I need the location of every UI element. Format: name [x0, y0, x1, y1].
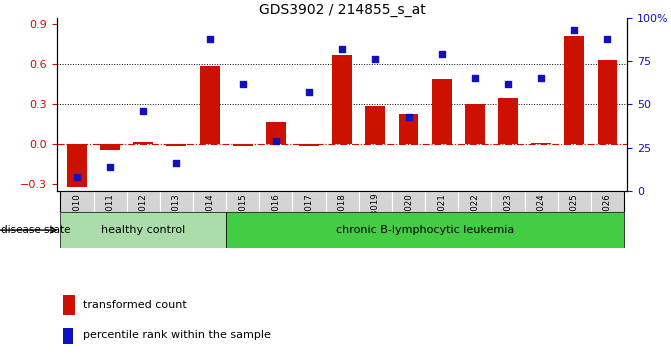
Bar: [332, 55, 352, 144]
Text: GSM658020: GSM658020: [404, 193, 413, 246]
Point: [304, 90, 315, 95]
Bar: [200, 66, 219, 144]
FancyBboxPatch shape: [558, 191, 591, 212]
Bar: [465, 104, 484, 144]
Bar: [498, 98, 518, 144]
Bar: [134, 142, 153, 144]
Bar: [299, 144, 319, 146]
Text: GSM658016: GSM658016: [271, 193, 280, 246]
Text: GSM658013: GSM658013: [172, 193, 181, 246]
Point: [270, 138, 281, 144]
Text: GSM658021: GSM658021: [437, 193, 446, 246]
Text: GSM658025: GSM658025: [570, 193, 579, 246]
Text: GSM658015: GSM658015: [238, 193, 247, 246]
FancyBboxPatch shape: [425, 191, 458, 212]
FancyBboxPatch shape: [293, 191, 325, 212]
FancyBboxPatch shape: [60, 212, 226, 248]
Bar: [366, 106, 385, 144]
Point: [569, 27, 580, 33]
Bar: [399, 114, 419, 144]
FancyBboxPatch shape: [359, 191, 392, 212]
Text: GSM658024: GSM658024: [537, 193, 546, 246]
Bar: [266, 122, 286, 144]
Text: GSM658019: GSM658019: [371, 193, 380, 245]
Bar: [63, 328, 73, 344]
Point: [105, 164, 115, 170]
Title: GDS3902 / 214855_s_at: GDS3902 / 214855_s_at: [259, 3, 425, 17]
Point: [536, 76, 547, 81]
Bar: [431, 79, 452, 144]
FancyBboxPatch shape: [160, 191, 193, 212]
Text: GSM658014: GSM658014: [205, 193, 214, 246]
Text: chronic B-lymphocytic leukemia: chronic B-lymphocytic leukemia: [336, 225, 514, 235]
Point: [337, 46, 348, 52]
Point: [403, 114, 414, 119]
Point: [238, 81, 248, 86]
Bar: [233, 144, 253, 146]
FancyBboxPatch shape: [259, 191, 293, 212]
Bar: [166, 144, 187, 146]
Point: [204, 36, 215, 41]
Text: GSM658023: GSM658023: [503, 193, 513, 246]
FancyBboxPatch shape: [193, 191, 226, 212]
Text: GSM658018: GSM658018: [338, 193, 347, 246]
Text: percentile rank within the sample: percentile rank within the sample: [83, 330, 270, 339]
Text: GSM658017: GSM658017: [305, 193, 313, 246]
Point: [171, 161, 182, 166]
Bar: [63, 295, 75, 315]
FancyBboxPatch shape: [392, 191, 425, 212]
Bar: [67, 144, 87, 187]
Bar: [100, 144, 120, 150]
Text: disease state: disease state: [1, 225, 70, 235]
FancyBboxPatch shape: [591, 191, 624, 212]
Bar: [564, 36, 584, 144]
FancyBboxPatch shape: [127, 191, 160, 212]
Text: GSM658010: GSM658010: [72, 193, 81, 246]
FancyBboxPatch shape: [93, 191, 127, 212]
Point: [503, 81, 513, 86]
Text: GSM658011: GSM658011: [105, 193, 115, 246]
Point: [138, 109, 148, 114]
Bar: [531, 143, 551, 144]
Point: [72, 175, 83, 180]
FancyBboxPatch shape: [525, 191, 558, 212]
Text: GSM658012: GSM658012: [139, 193, 148, 246]
Point: [470, 76, 480, 81]
Point: [370, 57, 380, 62]
FancyBboxPatch shape: [226, 191, 259, 212]
FancyBboxPatch shape: [491, 191, 525, 212]
Text: healthy control: healthy control: [101, 225, 185, 235]
FancyBboxPatch shape: [325, 191, 359, 212]
FancyBboxPatch shape: [226, 212, 624, 248]
Point: [602, 36, 613, 41]
Text: transformed count: transformed count: [83, 299, 187, 310]
FancyBboxPatch shape: [60, 191, 93, 212]
Text: GSM658026: GSM658026: [603, 193, 612, 246]
FancyBboxPatch shape: [458, 191, 491, 212]
Point: [436, 51, 447, 57]
Bar: [598, 61, 617, 144]
Text: GSM658022: GSM658022: [470, 193, 479, 246]
